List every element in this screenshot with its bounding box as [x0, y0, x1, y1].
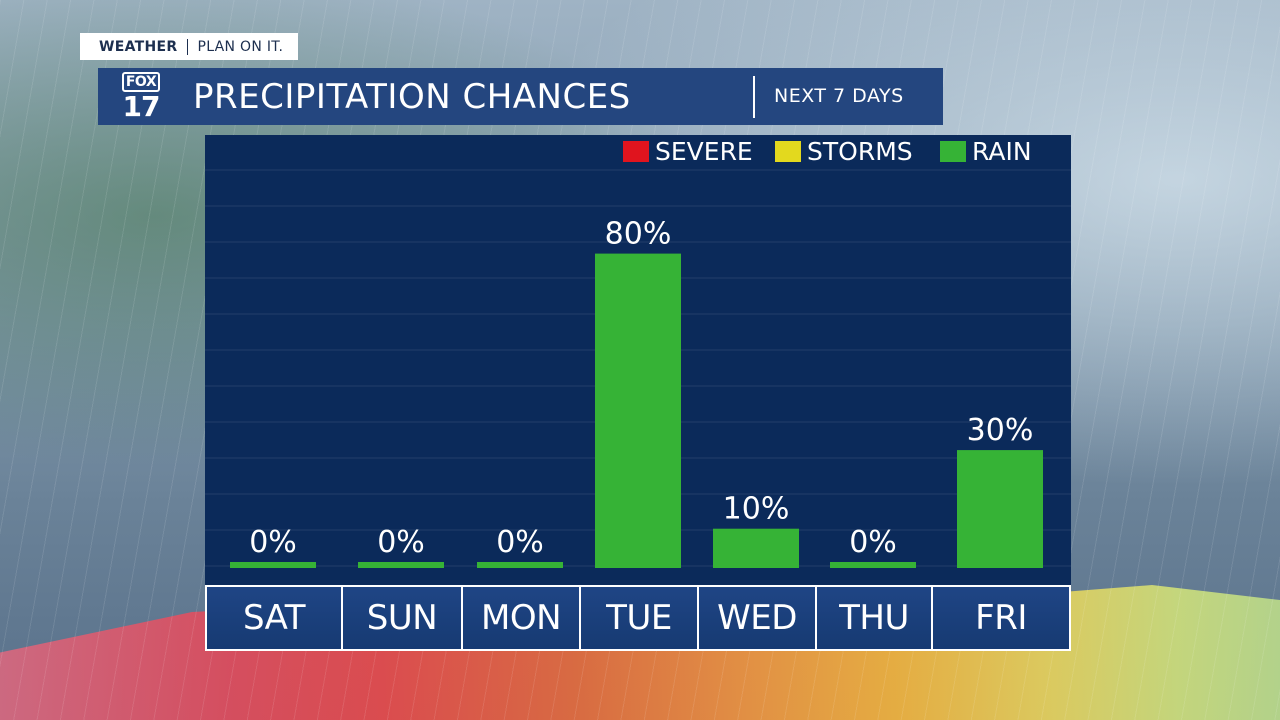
bar-sun	[358, 562, 444, 568]
station-logo: FOX 17	[120, 72, 162, 122]
day-label-wed: WED	[697, 585, 817, 651]
legend-swatch-rain	[940, 141, 966, 162]
tag-secondary: PLAN ON IT.	[197, 38, 284, 55]
tag-primary: WEATHER	[99, 38, 178, 55]
data-label-mon: 0%	[496, 525, 544, 560]
legend-label-rain: RAIN	[972, 137, 1032, 166]
data-label-fri: 30%	[967, 413, 1034, 448]
page-subtitle: NEXT 7 DAYS	[774, 85, 904, 107]
bar-wed	[713, 528, 799, 568]
bar-tue	[595, 253, 681, 568]
data-label-wed: 10%	[723, 492, 790, 527]
day-label-mon: MON	[461, 585, 581, 651]
bar-mon	[477, 562, 563, 568]
logo-number: 17	[122, 90, 161, 123]
day-label-sun: SUN	[341, 585, 463, 651]
data-label-sat: 0%	[249, 525, 297, 560]
legend-label-severe: SEVERE	[655, 137, 753, 166]
weather-tag: WEATHER PLAN ON IT.	[80, 33, 298, 60]
legend-swatch-storms	[775, 141, 801, 162]
page-title: PRECIPITATION CHANCES	[193, 77, 631, 117]
legend-label-storms: STORMS	[807, 137, 913, 166]
title-divider	[753, 76, 755, 118]
day-label-thu: THU	[815, 585, 933, 651]
day-label-fri: FRI	[931, 585, 1071, 651]
bar-thu	[830, 562, 916, 568]
legend-swatch-severe	[623, 141, 649, 162]
chart-panel: SEVERE STORMS RAIN 0% 0% 0% 80% 10% 0% 30%	[205, 135, 1071, 585]
day-labels: SAT SUN MON TUE WED THU FRI	[205, 585, 1071, 655]
tag-divider	[187, 38, 189, 55]
title-bar: FOX 17 PRECIPITATION CHANCES NEXT 7 DAYS	[98, 68, 943, 125]
day-label-tue: TUE	[579, 585, 699, 651]
day-label-sat: SAT	[205, 585, 343, 651]
logo-fox: FOX	[122, 72, 160, 92]
data-label-sun: 0%	[377, 525, 425, 560]
data-label-thu: 0%	[849, 525, 897, 560]
bar-fri	[957, 450, 1043, 568]
precipitation-chart: SEVERE STORMS RAIN 0% 0% 0% 80% 10% 0% 30%	[205, 137, 1071, 568]
bar-sat	[230, 562, 316, 568]
data-label-tue: 80%	[605, 217, 672, 252]
